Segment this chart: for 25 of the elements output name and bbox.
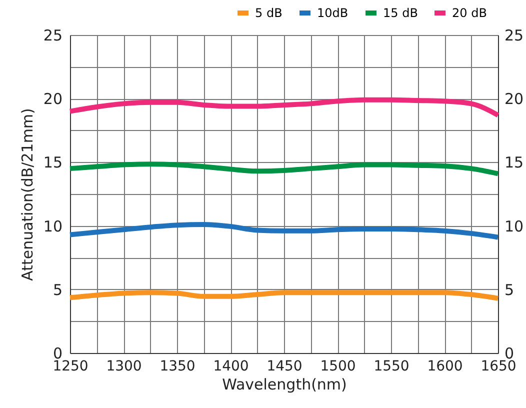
y2-tick-label: 5 [504, 280, 514, 299]
legend-label: 15 dB [383, 6, 418, 20]
legend-label: 20 dB [452, 6, 487, 20]
x-tick-label: 1500 [320, 358, 356, 374]
x-tick-label: 1650 [480, 358, 516, 374]
y-tick-label: 25 [43, 26, 62, 44]
legend-label: 10dB [317, 6, 348, 20]
x-axis-title: Wavelength(nm) [222, 376, 347, 394]
x-tick-label: 1400 [213, 358, 249, 374]
y-tick-label: 10 [43, 217, 62, 236]
x-tick-label: 1550 [374, 358, 410, 374]
x-tick-label: 1600 [427, 358, 463, 374]
y2-tick-label: 20 [504, 90, 524, 108]
y2-tick-label: 25 [504, 26, 524, 44]
y-tick-label: 15 [43, 154, 62, 172]
x-tick-label: 1350 [160, 358, 196, 374]
x-tick-label: 1250 [52, 358, 88, 374]
x-tick-label: 1450 [266, 358, 302, 374]
y2-tick-label: 15 [504, 154, 524, 172]
legend-label: 5 dB [255, 6, 282, 20]
y2-tick-label: 10 [504, 217, 524, 236]
y-tick-label: 20 [43, 90, 62, 108]
x-tick-label: 1300 [106, 358, 142, 374]
y-tick-label: 5 [52, 280, 62, 299]
y-axis-title: Attenuation(dB/21mm) [18, 108, 36, 281]
